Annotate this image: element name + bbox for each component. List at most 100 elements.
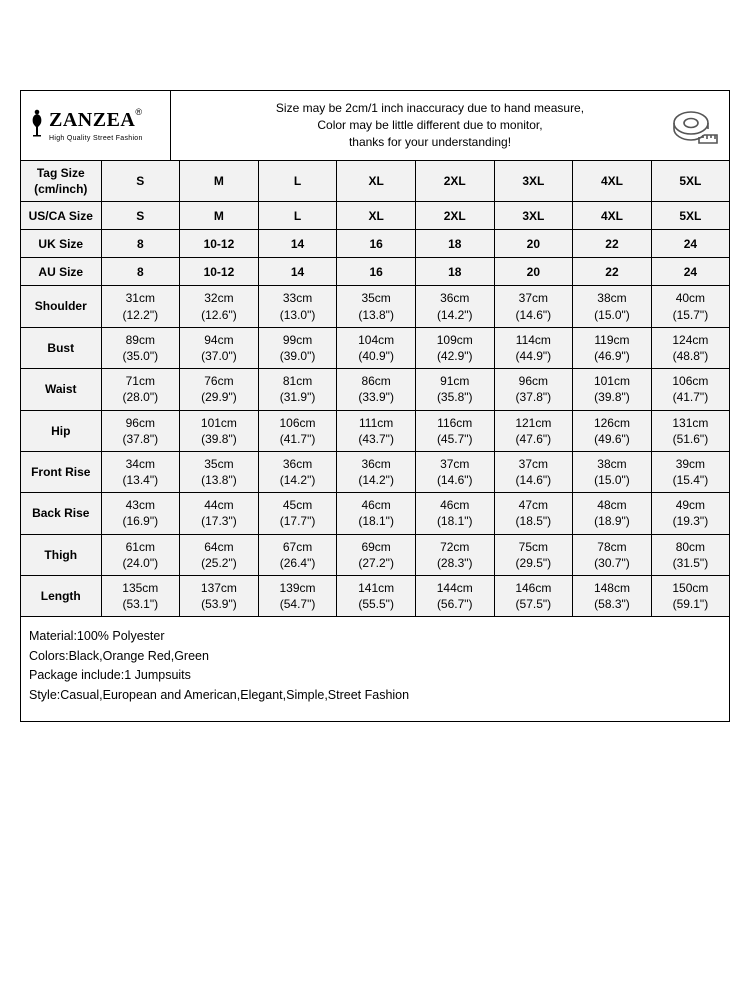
notice-line-1: Size may be 2cm/1 inch inaccuracy due to… xyxy=(276,100,584,117)
cell: 24 xyxy=(651,258,729,286)
logo-cell: ZANZEA® High Quality Street Fashion xyxy=(21,91,171,160)
header-row: ZANZEA® High Quality Street Fashion Size… xyxy=(21,91,729,161)
cell: 99cm(39.0") xyxy=(258,327,337,368)
row-label: US/CA Size xyxy=(21,202,101,230)
cell: 36cm(14.2") xyxy=(415,286,494,327)
cell: 4XL xyxy=(573,202,652,230)
cell: 35cm(13.8") xyxy=(337,286,416,327)
row-label: Shoulder xyxy=(21,286,101,327)
table-row: AU Size810-12141618202224 xyxy=(21,258,729,286)
cell: 18 xyxy=(415,258,494,286)
cell: 135cm(53.1") xyxy=(101,576,180,617)
cell: 49cm(19.3") xyxy=(651,493,729,534)
row-label: AU Size xyxy=(21,258,101,286)
cell: 37cm(14.6") xyxy=(494,286,573,327)
cell: 18 xyxy=(415,230,494,258)
cell: 47cm(18.5") xyxy=(494,493,573,534)
cell: 2XL xyxy=(415,202,494,230)
cell: 37cm(14.6") xyxy=(415,451,494,492)
cell: 10-12 xyxy=(180,258,259,286)
header-label: Tag Size(cm/inch) xyxy=(21,161,101,202)
cell: 5XL xyxy=(651,202,729,230)
size-header: 4XL xyxy=(573,161,652,202)
cell: 81cm(31.9") xyxy=(258,369,337,410)
size-header: S xyxy=(101,161,180,202)
cell: 44cm(17.3") xyxy=(180,493,259,534)
cell: 36cm(14.2") xyxy=(258,451,337,492)
cell: 3XL xyxy=(494,202,573,230)
cell: 14 xyxy=(258,230,337,258)
cell: L xyxy=(258,202,337,230)
table-row: Bust89cm(35.0")94cm(37.0")99cm(39.0")104… xyxy=(21,327,729,368)
row-label: Thigh xyxy=(21,534,101,575)
size-chart: ZANZEA® High Quality Street Fashion Size… xyxy=(20,90,730,722)
size-header: M xyxy=(180,161,259,202)
cell: 39cm(15.4") xyxy=(651,451,729,492)
brand-name: ZANZEA xyxy=(49,109,135,131)
info-material: Material:100% Polyester xyxy=(29,627,721,646)
cell: 78cm(30.7") xyxy=(573,534,652,575)
notice-cell: Size may be 2cm/1 inch inaccuracy due to… xyxy=(171,91,729,160)
row-label: UK Size xyxy=(21,230,101,258)
cell: 96cm(37.8") xyxy=(494,369,573,410)
cell: 126cm(49.6") xyxy=(573,410,652,451)
cell: 101cm(39.8") xyxy=(180,410,259,451)
cell: 31cm(12.2") xyxy=(101,286,180,327)
cell: 121cm(47.6") xyxy=(494,410,573,451)
info-package: Package include:1 Jumpsuits xyxy=(29,666,721,685)
cell: 64cm(25.2") xyxy=(180,534,259,575)
cell: 16 xyxy=(337,230,416,258)
cell: 36cm(14.2") xyxy=(337,451,416,492)
cell: 37cm(14.6") xyxy=(494,451,573,492)
cell: 75cm(29.5") xyxy=(494,534,573,575)
size-header: XL xyxy=(337,161,416,202)
cell: 139cm(54.7") xyxy=(258,576,337,617)
cell: 69cm(27.2") xyxy=(337,534,416,575)
cell: 38cm(15.0") xyxy=(573,286,652,327)
cell: 22 xyxy=(573,230,652,258)
cell: S xyxy=(101,202,180,230)
cell: 106cm(41.7") xyxy=(651,369,729,410)
cell: 131cm(51.6") xyxy=(651,410,729,451)
cell: 80cm(31.5") xyxy=(651,534,729,575)
cell: 35cm(13.8") xyxy=(180,451,259,492)
info-colors: Colors:Black,Orange Red,Green xyxy=(29,647,721,666)
cell: 141cm(55.5") xyxy=(337,576,416,617)
cell: 104cm(40.9") xyxy=(337,327,416,368)
cell: 101cm(39.8") xyxy=(573,369,652,410)
row-label: Back Rise xyxy=(21,493,101,534)
cell: 61cm(24.0") xyxy=(101,534,180,575)
cell: 91cm(35.8") xyxy=(415,369,494,410)
notice-line-3: thanks for your understanding! xyxy=(349,134,511,151)
cell: 32cm(12.6") xyxy=(180,286,259,327)
row-label: Front Rise xyxy=(21,451,101,492)
cell: 20 xyxy=(494,258,573,286)
cell: 109cm(42.9") xyxy=(415,327,494,368)
cell: 72cm(28.3") xyxy=(415,534,494,575)
cell: 46cm(18.1") xyxy=(337,493,416,534)
cell: 22 xyxy=(573,258,652,286)
cell: 34cm(13.4") xyxy=(101,451,180,492)
brand-tagline: High Quality Street Fashion xyxy=(49,135,162,142)
cell: 96cm(37.8") xyxy=(101,410,180,451)
size-header: L xyxy=(258,161,337,202)
cell: 10-12 xyxy=(180,230,259,258)
cell: 45cm(17.7") xyxy=(258,493,337,534)
cell: 40cm(15.7") xyxy=(651,286,729,327)
table-row: Back Rise43cm(16.9")44cm(17.3")45cm(17.7… xyxy=(21,493,729,534)
table-row: Front Rise34cm(13.4")35cm(13.8")36cm(14.… xyxy=(21,451,729,492)
info-style: Style:Casual,European and American,Elega… xyxy=(29,686,721,705)
table-row: Waist71cm(28.0")76cm(29.9")81cm(31.9")86… xyxy=(21,369,729,410)
cell: 86cm(33.9") xyxy=(337,369,416,410)
cell: XL xyxy=(337,202,416,230)
table-row: Shoulder31cm(12.2")32cm(12.6")33cm(13.0"… xyxy=(21,286,729,327)
row-label: Waist xyxy=(21,369,101,410)
cell: 111cm(43.7") xyxy=(337,410,416,451)
cell: M xyxy=(180,202,259,230)
cell: 144cm(56.7") xyxy=(415,576,494,617)
cell: 71cm(28.0") xyxy=(101,369,180,410)
cell: 48cm(18.9") xyxy=(573,493,652,534)
cell: 8 xyxy=(101,230,180,258)
cell: 24 xyxy=(651,230,729,258)
cell: 116cm(45.7") xyxy=(415,410,494,451)
